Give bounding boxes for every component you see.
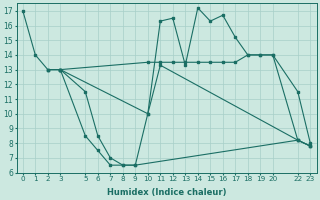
X-axis label: Humidex (Indice chaleur): Humidex (Indice chaleur) (107, 188, 226, 197)
